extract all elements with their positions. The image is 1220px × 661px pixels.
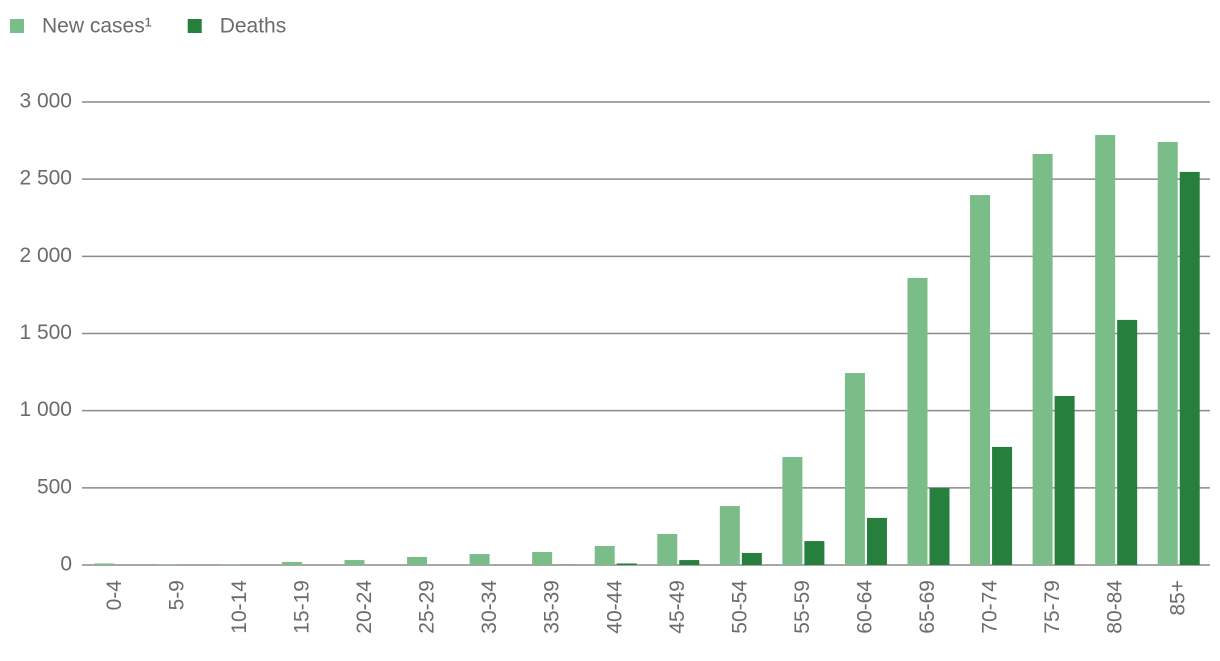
bar xyxy=(679,560,699,565)
bar xyxy=(782,457,802,565)
x-tick-label: 20-24 xyxy=(353,580,376,634)
bar xyxy=(1033,154,1053,565)
x-tick-label: 35-39 xyxy=(541,580,564,634)
y-tick-label: 1 000 xyxy=(19,398,72,421)
x-tick-label: 5-9 xyxy=(165,580,188,610)
bar xyxy=(908,278,928,565)
legend-swatch xyxy=(188,19,202,33)
bar xyxy=(720,506,740,565)
bar xyxy=(992,447,1012,565)
x-tick-label: 30-34 xyxy=(478,580,501,634)
bar xyxy=(657,534,677,565)
x-tick-label: 15-19 xyxy=(290,580,313,634)
y-tick-label: 500 xyxy=(37,475,72,498)
bar xyxy=(94,563,114,565)
x-tick-label: 75-79 xyxy=(1041,580,1064,634)
bar xyxy=(1180,172,1200,565)
bar xyxy=(930,488,950,565)
bar xyxy=(407,557,427,565)
bar xyxy=(742,553,762,565)
bar xyxy=(617,563,637,565)
legend-swatch xyxy=(10,19,24,33)
y-tick-label: 1 500 xyxy=(19,321,72,344)
x-tick-label: 60-64 xyxy=(853,580,876,634)
y-tick-label: 2 500 xyxy=(19,167,72,190)
y-tick-label: 2 000 xyxy=(19,244,72,267)
x-tick-label: 0-4 xyxy=(103,580,126,611)
bar xyxy=(1055,396,1075,565)
bar xyxy=(345,560,365,565)
bar xyxy=(1095,135,1115,565)
bar xyxy=(804,541,824,565)
bar xyxy=(970,195,990,565)
bar xyxy=(867,518,887,565)
x-tick-label: 70-74 xyxy=(979,580,1002,634)
legend-label: Deaths xyxy=(220,15,287,38)
legend-label: New cases¹ xyxy=(42,15,152,38)
x-tick-label: 45-49 xyxy=(666,580,689,634)
x-tick-label: 65-69 xyxy=(916,580,939,634)
x-tick-label: 80-84 xyxy=(1104,580,1127,634)
bar xyxy=(1117,320,1137,565)
x-tick-label: 40-44 xyxy=(603,580,626,634)
x-tick-label: 10-14 xyxy=(228,580,251,634)
bar xyxy=(595,546,615,565)
bar xyxy=(532,552,552,565)
x-tick-label: 55-59 xyxy=(791,580,814,634)
bar xyxy=(282,562,302,565)
y-tick-label: 3 000 xyxy=(19,90,72,113)
x-tick-label: 50-54 xyxy=(728,580,751,634)
bar xyxy=(470,554,490,565)
x-tick-label: 25-29 xyxy=(416,580,439,634)
bar xyxy=(845,373,865,565)
y-tick-label: 0 xyxy=(60,553,72,576)
x-tick-label: 85+ xyxy=(1166,580,1189,616)
bar xyxy=(1158,142,1178,565)
